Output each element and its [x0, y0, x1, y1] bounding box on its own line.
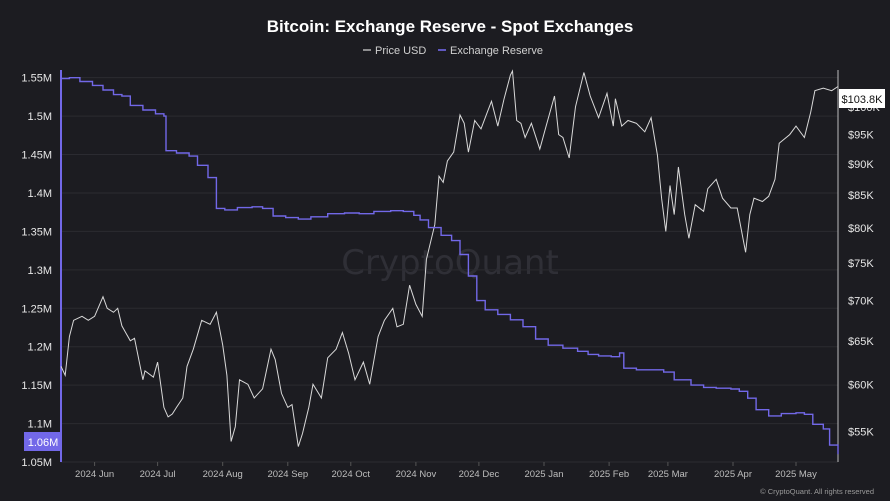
y-left-tick-label: 1.4M — [28, 188, 52, 200]
badge-left-bg — [24, 432, 62, 451]
y-right-tick-label: $65K — [848, 336, 874, 348]
y-right-tick-label: $95K — [848, 130, 874, 142]
y-left-tick-label: 1.05M — [21, 457, 52, 469]
series-line-price — [60, 69, 839, 447]
x-tick-label: 2025 Jan — [524, 469, 563, 480]
y-left-tick-label: 1.45M — [21, 150, 52, 162]
y-right-tick-label: $75K — [848, 258, 874, 270]
y-right-tick-label: $55K — [848, 427, 874, 439]
y-left-tick-label: 1.3M — [28, 265, 52, 277]
y-right-tick-label: $85K — [848, 190, 874, 202]
x-tick-label: 2025 Feb — [589, 469, 629, 480]
legend: Price USD Exchange Reserve — [363, 45, 543, 57]
badge-right-text: $103.8K — [842, 94, 884, 106]
last-value-badge-price: $103.8K — [839, 89, 885, 108]
badge-right-bg — [839, 89, 885, 108]
y-left-tick-label: 1.2M — [28, 342, 52, 354]
y-left-ticks: 1.55M 1.5M 1.45M 1.4M 1.35M 1.3M 1.25M 1.2M 1.15… — [21, 73, 52, 469]
x-tick-label: 2024 Jul — [140, 469, 176, 480]
series-line-reserve — [61, 77, 839, 455]
watermark: CryptoQuant — [341, 243, 559, 283]
x-tick-label: 2025 May — [775, 469, 817, 480]
x-tick-label: 2025 Apr — [714, 469, 752, 480]
gridlines — [61, 77, 838, 463]
y-right-tick-label: $80K — [848, 223, 874, 235]
y-left-tick-label: 1.35M — [21, 226, 52, 238]
copyright-footer: © CryptoQuant. All rights reserved — [760, 487, 874, 496]
x-tick-label: 2024 Dec — [459, 469, 500, 480]
y-right-tick-label: $60K — [848, 379, 874, 391]
x-tick-label: 2024 Sep — [267, 469, 308, 480]
x-tick-label: 2024 Jun — [75, 469, 114, 480]
x-tick-label: 2024 Nov — [396, 469, 437, 480]
y-left-tick-label: 1.25M — [21, 303, 52, 315]
chart-title: Bitcoin: Exchange Reserve - Spot Exchang… — [267, 17, 634, 36]
y-left-tick-label: 1.5M — [28, 111, 52, 123]
x-tick-label: 2025 Mar — [648, 469, 688, 480]
badge-left-text: 1.06M — [28, 437, 59, 449]
y-right-tick-label: $90K — [848, 159, 874, 171]
y-left-tick-label: 1.1M — [28, 419, 52, 431]
last-value-badge-reserve: 1.06M — [24, 432, 62, 451]
legend-label-price[interactable]: Price USD — [375, 45, 426, 57]
y-right-ticks: $100K$95K$90K$85K$80K$75K$70K$65K$60K$55… — [848, 102, 880, 439]
x-ticks: 2024 Jun 2024 Jul 2024 Aug 2024 Sep 2024 Oct… — [75, 462, 817, 480]
y-right-tick-label: $70K — [848, 296, 874, 308]
x-tick-label: 2024 Oct — [332, 469, 371, 480]
legend-label-reserve[interactable]: Exchange Reserve — [450, 45, 543, 57]
y-left-tick-label: 1.55M — [21, 73, 52, 85]
x-tick-label: 2024 Aug — [203, 469, 243, 480]
y-left-tick-label: 1.15M — [21, 380, 52, 392]
